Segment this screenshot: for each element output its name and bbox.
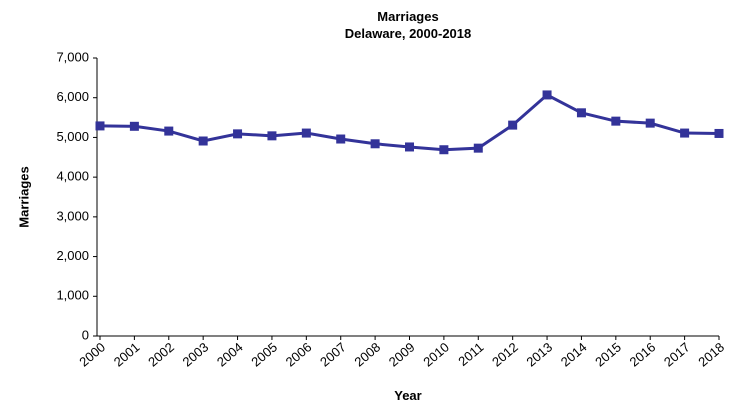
x-tick-label: 2014 bbox=[558, 339, 590, 369]
chart-title: Marriages bbox=[377, 9, 438, 24]
x-tick-label: 2017 bbox=[661, 339, 693, 369]
y-tick-label: 2,000 bbox=[56, 248, 89, 263]
x-tick-label: 2008 bbox=[351, 339, 383, 369]
y-tick-label: 0 bbox=[82, 327, 89, 342]
point-marker bbox=[645, 118, 655, 128]
y-tick-label: 5,000 bbox=[56, 129, 89, 144]
y-tick-label: 7,000 bbox=[56, 49, 89, 64]
x-tick-label: 2001 bbox=[111, 339, 143, 369]
y-tick-label: 3,000 bbox=[56, 208, 89, 223]
point-marker bbox=[164, 126, 174, 136]
x-tick-label: 2002 bbox=[145, 339, 177, 369]
x-tick-label: 2005 bbox=[248, 339, 280, 369]
x-tick-label: 2006 bbox=[283, 339, 315, 369]
x-axis-label: Year bbox=[394, 388, 421, 403]
point-marker bbox=[576, 108, 586, 118]
x-tick-label: 2013 bbox=[523, 339, 555, 369]
point-marker bbox=[611, 116, 621, 126]
x-tick-label: 2000 bbox=[76, 339, 108, 369]
x-tick-label: 2011 bbox=[455, 339, 486, 368]
x-tick-label: 2009 bbox=[386, 339, 418, 369]
point-marker bbox=[680, 128, 690, 138]
point-marker bbox=[473, 143, 483, 153]
point-marker bbox=[405, 142, 414, 152]
x-tick-label: 2003 bbox=[180, 339, 212, 369]
series-line bbox=[99, 93, 720, 152]
y-tick-label: 1,000 bbox=[56, 288, 89, 303]
point-marker bbox=[233, 129, 243, 139]
point-marker bbox=[301, 128, 311, 138]
x-tick-label: 2018 bbox=[695, 339, 727, 369]
y-axis-label: Marriages bbox=[16, 166, 31, 227]
point-marker bbox=[95, 121, 105, 131]
point-marker bbox=[336, 134, 346, 144]
x-tick-label: 2004 bbox=[214, 339, 246, 369]
x-tick-label: 2007 bbox=[317, 339, 349, 369]
point-marker bbox=[129, 121, 139, 131]
point-marker bbox=[370, 139, 380, 149]
x-tick-label: 2012 bbox=[489, 339, 521, 369]
chart-subtitle: Delaware, 2000-2018 bbox=[345, 26, 471, 41]
y-tick-label: 6,000 bbox=[56, 89, 89, 104]
point-marker bbox=[714, 128, 724, 138]
point-marker bbox=[439, 145, 449, 155]
x-tick-label: 2016 bbox=[627, 339, 659, 369]
point-marker bbox=[267, 131, 277, 141]
point-marker bbox=[198, 136, 208, 146]
point-marker bbox=[508, 120, 518, 130]
point-marker bbox=[542, 90, 552, 100]
x-tick-label: 2015 bbox=[592, 339, 624, 369]
y-tick-label: 4,000 bbox=[56, 169, 89, 184]
x-tick-label: 2010 bbox=[420, 339, 452, 369]
